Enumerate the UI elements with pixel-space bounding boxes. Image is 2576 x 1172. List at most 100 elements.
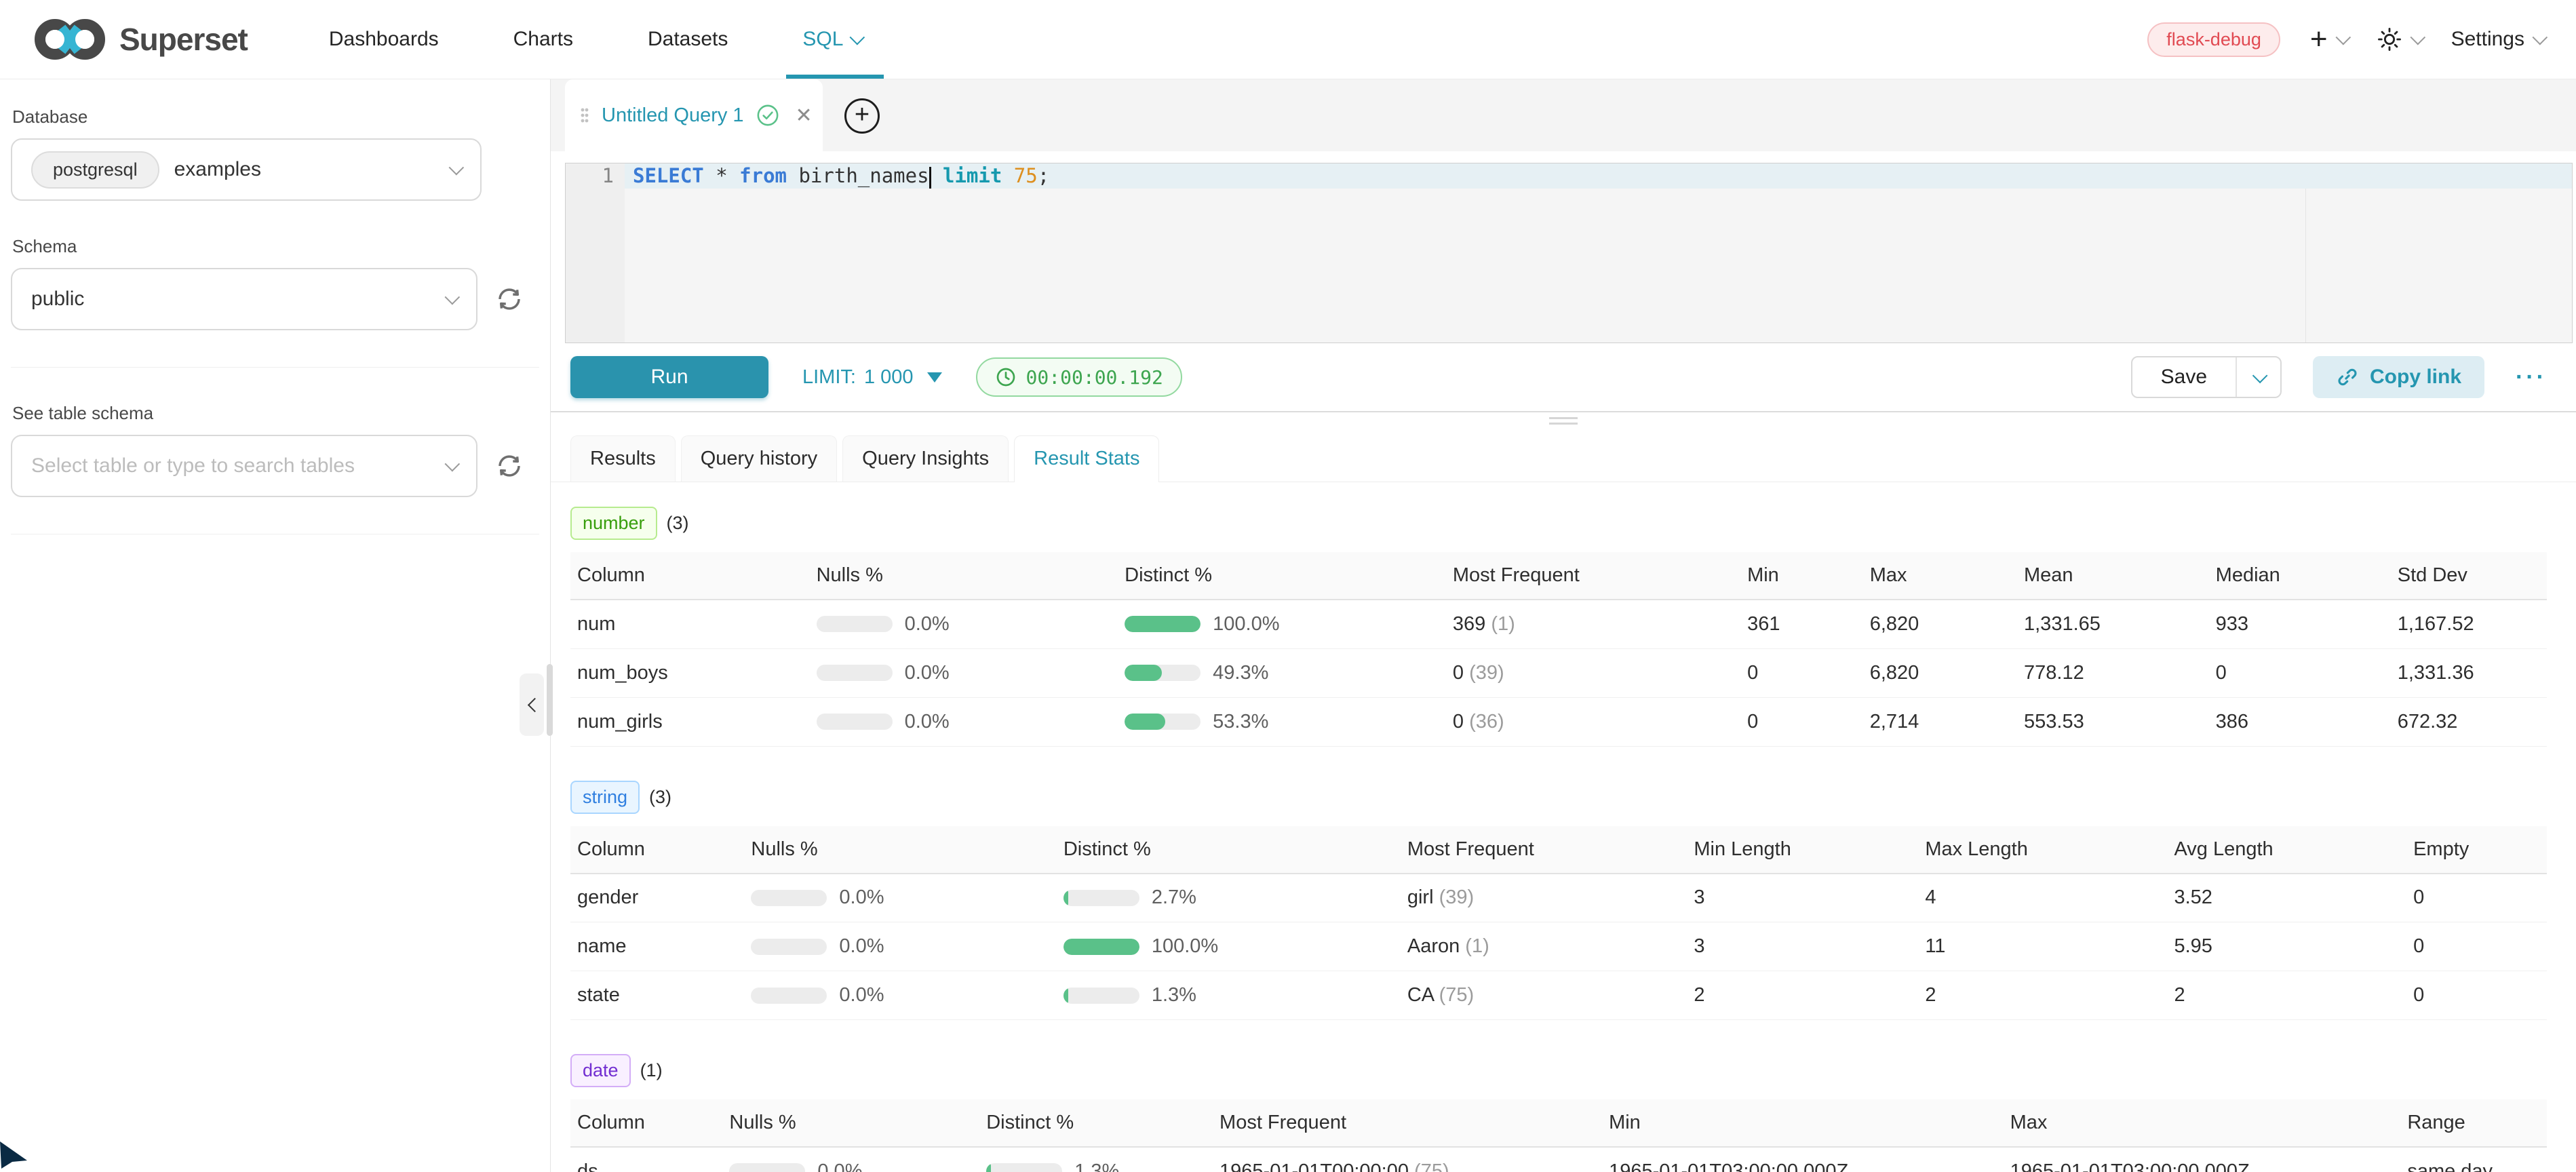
chevron-down-icon [444,456,461,472]
chevron-down-icon [2410,29,2425,45]
new-query-tab-button[interactable]: + [844,98,880,134]
value-cell: 0 [1740,697,1863,747]
value-cell: 672.32 [2390,697,2547,747]
sql-token: * [716,164,728,187]
results-tab-result-stats[interactable]: Result Stats [1014,435,1160,482]
sql-editor[interactable]: 1 SELECT * from birth_names limit 75; [565,163,2573,343]
save-button[interactable]: Save [2132,357,2238,397]
new-item-button[interactable]: + [2310,24,2351,54]
navbar: Superset Dashboards Charts Datasets SQL … [0,0,2576,79]
stats-table-string: Column Nulls % Distinct % Most Frequent Min … [570,825,2547,1020]
result-stats-panel: number (3) Column Nulls % Distinct % Most Fre… [551,482,2576,1172]
sql-token: from [739,164,787,187]
nav-item-datasets[interactable]: Datasets [647,28,728,50]
collapse-sidebar-button[interactable] [520,673,544,736]
column-header: Distinct % [979,1099,1213,1148]
column-header: Column [570,825,745,874]
query-tab[interactable]: Untitled Query 1 ✕ [565,79,823,151]
database-select[interactable]: postgresql examples [11,138,482,201]
value-cell: 0 [2406,971,2547,1020]
settings-menu[interactable]: Settings [2451,28,2548,51]
column-header: Column [570,552,810,600]
percent-cell: 53.3% [1118,697,1446,747]
most-frequent-cell: 369 (1) [1445,600,1741,649]
value-cell: 0 [2406,922,2547,971]
stat-bar [986,1163,1063,1172]
results-tab-results[interactable]: Results [570,435,676,482]
percent-cell: 0.0% [809,648,1118,698]
most-frequent-cell: 0 (39) [1445,648,1741,698]
column-count: (1) [640,1060,663,1080]
elapsed-timer: 00:00:00.192 [975,357,1182,397]
column-header: Distinct % [1118,552,1446,600]
value-cell: 0 [2208,648,2391,698]
mouse-cursor [0,1141,30,1172]
close-tab-icon[interactable]: ✕ [795,104,813,127]
column-header: Nulls % [722,1099,980,1148]
refresh-tables-button[interactable] [495,452,524,480]
save-options-button[interactable] [2237,357,2280,397]
sql-token: 75 [1013,164,1038,187]
refresh-schemas-button[interactable] [495,285,524,313]
most-frequent-cell: girl (39) [1400,873,1687,922]
stat-bar [1125,616,1201,633]
value-cell: 3.52 [2167,873,2407,922]
column-header: Max [1862,552,2017,600]
check-circle-icon [756,104,779,127]
table-row: num_girls 0.0% 53.3% 0 (36) 0 2,714 553.53 386 6… [570,697,2547,747]
nav-item-dashboards[interactable]: Dashboards [328,28,439,50]
value-cell: 386 [2208,697,2391,747]
limit-dropdown[interactable]: LIMIT: 1 000 [802,366,942,389]
editor-gutter: 1 [566,163,625,343]
table-row: num 0.0% 100.0% 369 (1) 361 6,820 1,331.65 933 1… [570,600,2547,649]
value-cell: 6,820 [1862,648,2017,698]
nav-item-sql[interactable]: SQL [786,0,884,79]
percent-cell: 1.3% [979,1147,1213,1172]
copy-link-button[interactable]: Copy link [2313,356,2485,398]
percent-cell: 2.7% [1056,873,1401,922]
percent-cell: 1.3% [1056,971,1401,1020]
value-cell: 1,331.65 [2017,600,2209,649]
results-tab-query-history[interactable]: Query history [680,435,838,482]
column-header: Mean [2017,552,2209,600]
value-cell: 1965-01-01T03:00:00.000Z [2003,1147,2401,1172]
table-select[interactable]: Select table or type to search tables [11,435,477,497]
column-header: Empty [2406,825,2547,874]
percent-cell: 0.0% [722,1147,980,1172]
run-button[interactable]: Run [570,356,768,398]
more-actions-button[interactable]: ··· [2516,364,2547,390]
value-cell: 2 [1687,971,1919,1020]
pane-resize-handle[interactable] [551,412,2576,429]
nav-item-charts[interactable]: Charts [513,28,573,50]
value-cell: 1,167.52 [2390,600,2547,649]
schema-select[interactable]: public [11,268,477,330]
percent-cell: 0.0% [809,697,1118,747]
column-name-cell: num_boys [570,648,810,698]
main-nav: Dashboards Charts Datasets SQL [328,0,884,79]
line-number: 1 [602,164,614,187]
column-header: Median [2208,552,2391,600]
database-label: Database [12,106,88,127]
table-row: num_boys 0.0% 49.3% 0 (39) 0 6,820 778.12 0 1,33… [570,648,2547,698]
column-header: Max Length [1918,825,2168,874]
pane-scrollbar-thumb[interactable] [547,664,553,736]
stat-bar [751,889,827,906]
column-header: Min [1740,552,1863,600]
results-tab-query-insights[interactable]: Query Insights [842,435,1009,482]
chevron-left-icon [527,697,542,712]
percent-cell: 0.0% [809,600,1118,649]
column-count: (3) [666,513,689,533]
column-header: Max [2003,1099,2401,1148]
sidebar-divider [11,367,539,368]
drag-handle-icon[interactable] [580,106,589,124]
column-count: (3) [649,786,672,807]
chevron-down-icon [2335,29,2351,45]
value-cell: 2 [1918,971,2168,1020]
theme-toggle-button[interactable] [2377,26,2425,52]
sql-code-line[interactable]: SELECT * from birth_names limit 75; [625,163,2572,189]
most-frequent-cell: CA (75) [1400,971,1687,1020]
superset-logo[interactable]: Superset [33,17,248,62]
column-name-cell: state [570,971,745,1020]
value-cell: 933 [2208,600,2391,649]
chevron-down-icon [444,289,461,305]
